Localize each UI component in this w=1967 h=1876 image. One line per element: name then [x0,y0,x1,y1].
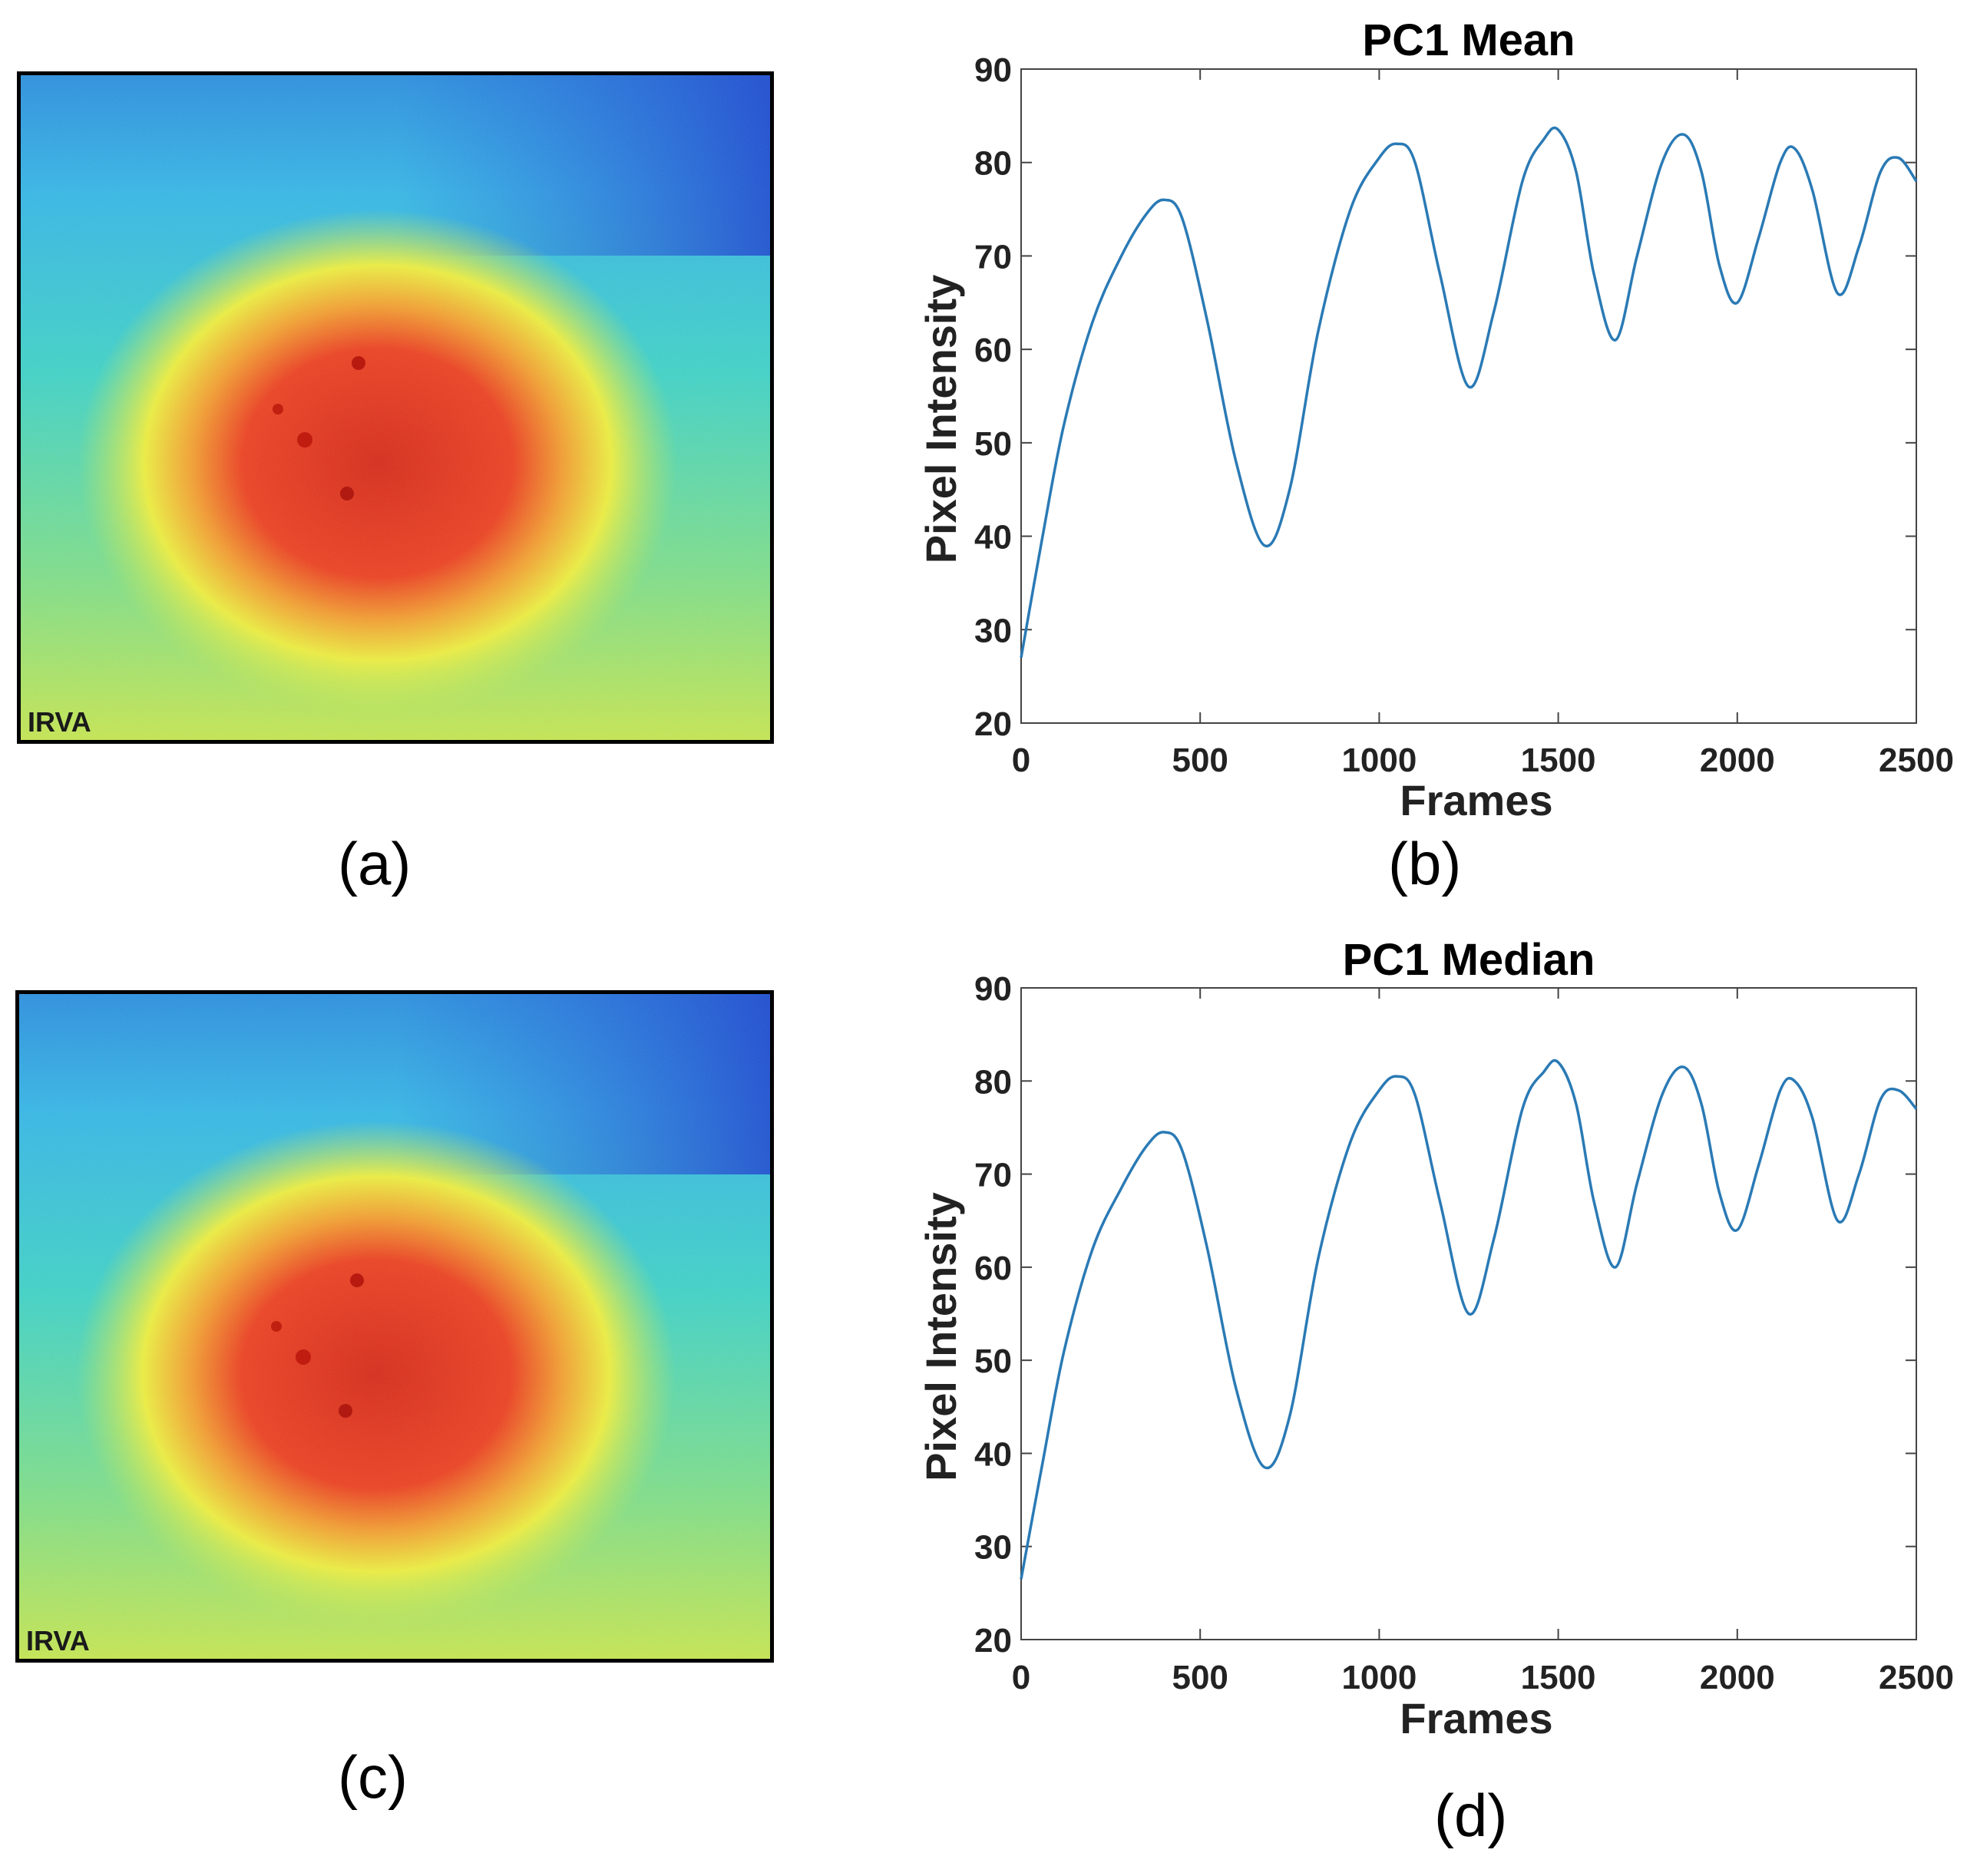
chart-b-group: PC1 Mean 0 500 1000 1500 2000 2500 20 30 40 50 60 70… [917,15,1954,824]
panel-c-heatmap: IRVA [15,990,774,1663]
x-tick-label: 500 [1172,1659,1228,1696]
chart-b-ylabel: Pixel Intensity [917,275,965,564]
y-tick-label: 30 [974,1529,1012,1567]
y-tick-label: 40 [974,519,1012,557]
panel-label-c: (c) [338,1743,408,1811]
x-tick-label: 0 [1012,1659,1030,1696]
chart-b-series-line [1020,126,1918,659]
x-tick-label: 1500 [1521,741,1596,779]
y-tick-label: 20 [974,1622,1012,1660]
y-tick-label: 70 [974,1157,1012,1194]
irva-label-a: IRVA [28,706,91,738]
y-tick-label: 30 [974,612,1012,649]
x-tick-label: 1000 [1341,741,1417,779]
y-tick-label: 60 [974,1250,1012,1287]
x-tick-label: 500 [1172,741,1228,779]
chart-d-series-line [1020,1059,1918,1580]
panel-label-d: (d) [1434,1782,1508,1849]
panel-c-image: IRVA [15,990,774,1663]
chart-d-ylabel: Pixel Intensity [917,1192,965,1481]
x-tick-label: 0 [1012,741,1030,779]
panel-label-a: (a) [338,830,412,897]
y-tick-label: 90 [974,51,1012,89]
x-tick-label: 2000 [1700,1659,1775,1696]
chart-d-group: PC1 Median 0 500 1000 1500 2000 2500 20 30 40 50 60… [917,935,1954,1742]
y-tick-label: 20 [974,705,1012,743]
y-tick-label: 40 [974,1435,1012,1473]
panel-a-image: IRVA [17,71,774,744]
panel-label-b: (b) [1388,830,1462,897]
chart-d-title: PC1 Median [1343,935,1595,985]
x-tick-label: 2000 [1700,741,1775,779]
chart-b-xlabel: Frames [1400,776,1552,824]
y-tick-label: 60 [974,332,1012,369]
y-tick-label: 80 [974,1063,1012,1101]
chart-b-axes-box [1020,68,1917,724]
y-tick-label: 90 [974,970,1012,1008]
irva-label-c: IRVA [26,1625,90,1656]
y-tick-label: 80 [974,145,1012,183]
y-tick-label: 70 [974,238,1012,276]
chart-b-title: PC1 Mean [1362,15,1575,65]
x-tick-label: 1000 [1341,1659,1417,1696]
y-tick-label: 50 [974,1343,1012,1380]
x-tick-label: 2500 [1879,741,1954,779]
y-tick-label: 50 [974,425,1012,463]
x-tick-label: 1500 [1521,1659,1596,1696]
chart-d-xlabel: Frames [1400,1694,1552,1742]
panel-a-heatmap: IRVA [17,71,774,744]
chart-d-axes-box [1020,987,1917,1640]
x-tick-label: 2500 [1879,1659,1954,1696]
